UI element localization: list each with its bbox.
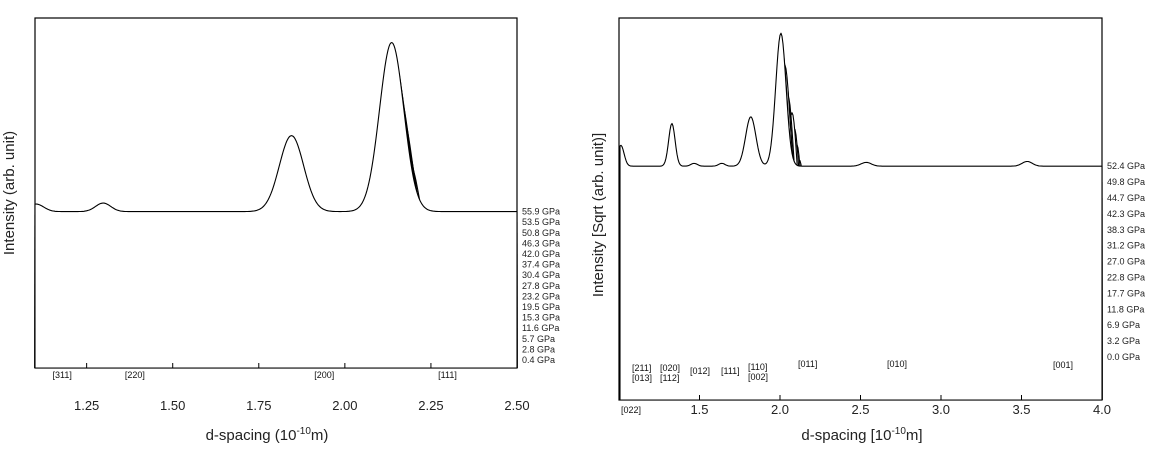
pressure-label: 5.7 GPa — [522, 334, 555, 344]
x-tick-label: 1.50 — [160, 398, 185, 413]
y-axis-label: Intensity [Sqrt (arb. unit)] — [590, 133, 607, 297]
x-tick-label: 2.25 — [418, 398, 443, 413]
right-panel: 0.0 GPa 3.2 GPa 6.9 GPa 11.8 GPa 17.7 GPa 22.… — [590, 17, 1145, 444]
reflection-label: [200] — [314, 370, 334, 380]
pattern-trace — [34, 42, 518, 369]
reflection-label: [022] — [621, 405, 641, 415]
x-axis-label-tail: m) — [311, 427, 329, 444]
reflection-label: [111] — [721, 366, 740, 376]
x-tick-label: 1.5 — [690, 402, 708, 417]
pressure-label: 0.0 GPa — [1107, 352, 1140, 362]
x-tick-label: 1.25 — [74, 398, 99, 413]
reflection-label: [011] — [798, 359, 817, 369]
x-axis-label-text: d-spacing (10 — [206, 427, 297, 444]
y-axis-label: Intensity (arb. unit) — [1, 131, 18, 255]
x-tick-label: 2.50 — [504, 398, 529, 413]
pattern-trace — [619, 32, 1103, 401]
pressure-label: 50.8 GPa — [522, 228, 560, 238]
reflection-label: [001] — [1053, 360, 1073, 370]
x-axis-label: d-spacing (10-10m) — [206, 426, 329, 444]
pressure-label: 52.4 GPa — [1107, 161, 1145, 171]
reflection-label: [311] — [53, 370, 72, 380]
pressure-label: 23.2 GPa — [522, 291, 560, 301]
pressure-label: 42.0 GPa — [522, 249, 560, 259]
pressure-label: 53.5 GPa — [522, 217, 560, 227]
pressure-label: 15.3 GPa — [522, 313, 560, 323]
reflection-label: [112] — [660, 373, 679, 383]
pressure-label: 22.8 GPa — [1107, 273, 1145, 283]
reflection-label: [013] — [632, 373, 652, 383]
x-tick-label: 3.0 — [932, 402, 950, 417]
pressure-label: 30.4 GPa — [522, 270, 560, 280]
reflection-label: [010] — [887, 359, 907, 369]
x-axis-label-sup: -10 — [296, 426, 311, 437]
x-tick-label: 2.00 — [332, 398, 357, 413]
pressure-label: 11.8 GPa — [1107, 304, 1144, 314]
pressure-label: 17.7 GPa — [1107, 288, 1145, 298]
x-tick-label: 2.0 — [771, 402, 789, 417]
pressure-label: 27.0 GPa — [1107, 257, 1145, 267]
pressure-label: 31.2 GPa — [1107, 241, 1145, 251]
pressure-label: 55.9 GPa — [522, 207, 560, 217]
pressure-label: 46.3 GPa — [522, 238, 560, 248]
reflection-label: [020] — [660, 363, 680, 373]
reflection-label: [211] — [632, 363, 651, 373]
reflection-label: [220] — [125, 370, 145, 380]
x-axis-label-text: d-spacing [10 — [801, 427, 891, 444]
pressure-label: 6.9 GPa — [1107, 320, 1140, 330]
pressure-label: 27.8 GPa — [522, 281, 560, 291]
reflection-label: [012] — [690, 366, 710, 376]
x-tick-label: 3.5 — [1012, 402, 1030, 417]
pressure-label: 11.6 GPa — [522, 323, 559, 333]
pressure-label: 38.3 GPa — [1107, 225, 1145, 235]
pressure-label: 44.7 GPa — [1107, 193, 1145, 203]
x-tick-label: 2.5 — [851, 402, 869, 417]
x-axis-label-sup: -10 — [891, 426, 906, 437]
pressure-label: 49.8 GPa — [1107, 177, 1145, 187]
x-tick-label: 4.0 — [1093, 402, 1111, 417]
pressure-label: 2.8 GPa — [522, 344, 555, 354]
reflection-label: [111] — [438, 370, 457, 380]
pressure-label: 42.3 GPa — [1107, 209, 1145, 219]
pressure-label: 0.4 GPa — [522, 355, 555, 365]
pressure-label: 3.2 GPa — [1107, 336, 1140, 346]
x-axis-label-tail: m] — [906, 427, 923, 444]
pressure-label: 19.5 GPa — [522, 302, 560, 312]
x-axis-label: d-spacing [10-10m] — [801, 426, 922, 444]
x-tick-label: 1.75 — [246, 398, 271, 413]
reflection-label: [002] — [748, 372, 768, 382]
reflection-label: [110] — [748, 362, 767, 372]
pressure-label: 37.4 GPa — [522, 260, 560, 270]
